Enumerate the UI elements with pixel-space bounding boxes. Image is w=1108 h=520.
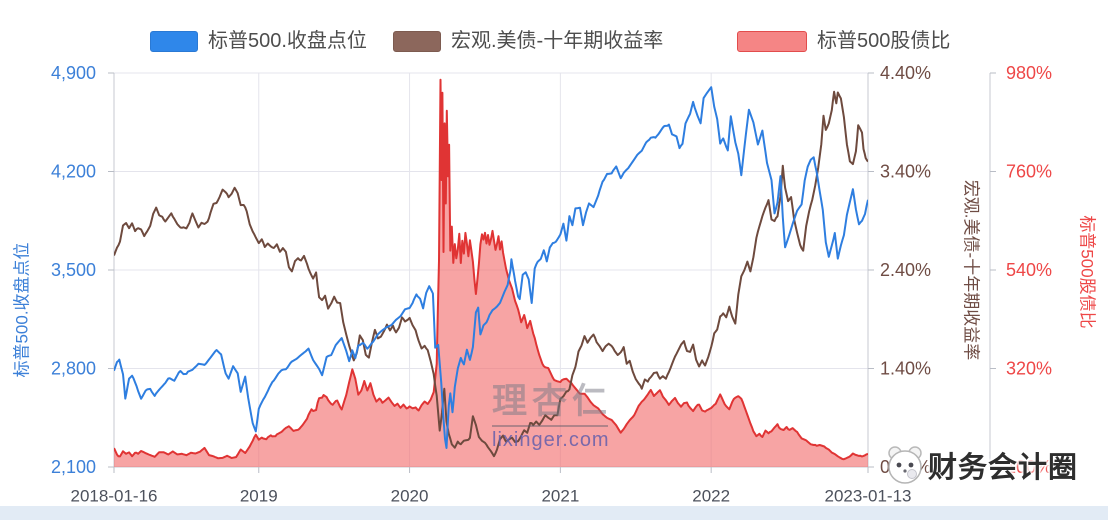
x-axis-tick-label: 2021 [541, 487, 579, 506]
left-axis-tick-label: 4,200 [51, 162, 96, 182]
legend-label: 标普500.收盘点位 [208, 30, 367, 52]
series-line-宏观.美债-十年期收益率 [114, 90, 868, 458]
legend-label: 标普500股债比 [817, 30, 951, 52]
x-axis-tick-label: 2022 [692, 487, 730, 506]
left-axis-tick-label: 2,800 [51, 359, 96, 379]
right2-axis-title: 标普500股债比 [1078, 215, 1097, 328]
legend-item-3[interactable]: 标普500股债比 [737, 30, 950, 52]
right1-axis-tick-label: 0.40% [880, 457, 931, 477]
legend-item-1[interactable]: 标普500.收盘点位 [150, 30, 367, 52]
bottom-strip [0, 506, 1108, 520]
left-axis-tick-label: 4,900 [51, 63, 96, 83]
left-axis-tick-label: 3,500 [51, 260, 96, 280]
legend-item-2[interactable]: 宏观.美债-十年期收益率 [393, 30, 663, 52]
series-line-标普500股债比 [114, 78, 868, 461]
series-area-标普500股债比 [114, 79, 868, 467]
legend: 标普500.收盘点位 宏观.美债-十年期收益率 标普500股债比 [0, 0, 1108, 60]
legend-swatch [737, 30, 807, 52]
right1-axis-tick-label: 1.40% [880, 359, 931, 379]
x-axis-tick-label: 2018-01-16 [71, 487, 158, 506]
legend-swatch [393, 30, 441, 52]
legend-label: 宏观.美债-十年期收益率 [451, 30, 664, 52]
right1-axis-tick-label: 4.40% [880, 63, 931, 83]
legend-swatch [150, 30, 198, 52]
right2-axis-tick-label: 760% [1006, 162, 1052, 182]
right1-axis-title: 宏观.美债-十年期收益率 [962, 180, 981, 360]
series-line-标普500.收盘点位 [114, 86, 868, 449]
right1-axis-tick-label: 3.40% [880, 162, 931, 182]
right2-axis-tick-label: 320% [1006, 359, 1052, 379]
right2-axis-tick-label: 980% [1006, 63, 1052, 83]
right2-axis-tick-label: 540% [1006, 260, 1052, 280]
left-axis-tick-label: 2,100 [51, 457, 96, 477]
x-axis-tick-label: 2020 [391, 487, 429, 506]
x-axis-tick-label: 2019 [240, 487, 278, 506]
series-group [114, 78, 868, 467]
left-axis-title: 标普500.收盘点位 [13, 242, 32, 377]
x-axis-tick-label: 2023-01-13 [825, 487, 912, 506]
right1-axis-tick-label: 2.40% [880, 260, 931, 280]
right2-axis-tick-label: 100% [1006, 457, 1052, 477]
